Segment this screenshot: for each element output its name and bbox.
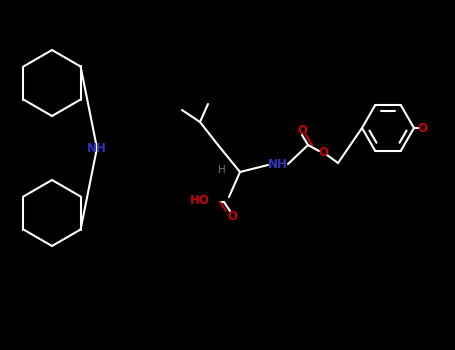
Text: O: O	[227, 210, 237, 223]
Text: NH: NH	[268, 159, 288, 172]
Text: NH: NH	[87, 141, 107, 154]
Text: O: O	[318, 147, 328, 160]
Text: O: O	[297, 124, 307, 136]
Text: O: O	[417, 121, 427, 134]
Text: HO: HO	[190, 194, 210, 206]
Text: H: H	[218, 165, 226, 175]
